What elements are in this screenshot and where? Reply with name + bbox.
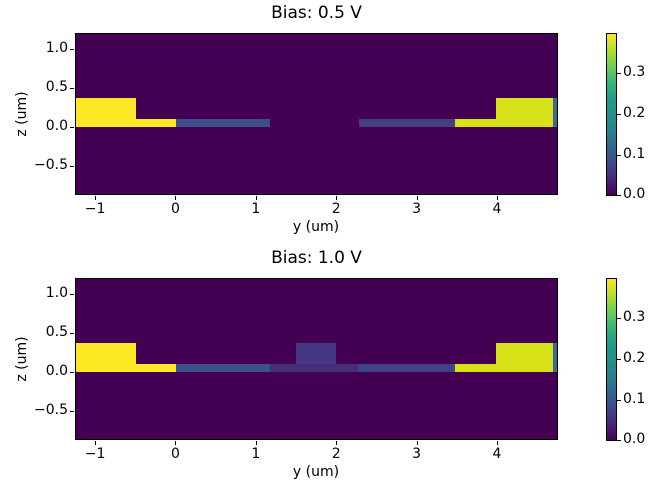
colorbar-tick-label: 0.1: [623, 391, 646, 408]
y-tick-mark: [70, 165, 74, 167]
x-tick-mark: [416, 196, 418, 200]
x-tick-label: 0: [170, 201, 180, 217]
y-tick-mark: [70, 48, 74, 50]
x-tick-mark: [496, 441, 498, 445]
y-tick-mark: [70, 332, 74, 334]
heatmap-region-left-contact-block: [76, 343, 137, 372]
heatmap-region-center-channel-strip: [270, 363, 360, 372]
heatmap-axes: [75, 33, 558, 195]
colorbar-tick-label: 0.2: [623, 105, 646, 122]
y-tick-label: 0.5: [45, 78, 68, 95]
colorbar-tick-mark: [617, 114, 621, 116]
x-tick-mark: [175, 196, 177, 200]
heatmap-region-right-contact-ledge: [454, 363, 497, 372]
colorbar-tick-label: 0.3: [623, 309, 646, 326]
y-tick-mark: [70, 87, 74, 89]
plot-title: Bias: 0.5 V: [271, 3, 362, 23]
colorbar-tick-label: 0.0: [623, 431, 646, 448]
y-tick-label: 0.0: [45, 362, 68, 379]
colorbar-tick-mark: [617, 195, 621, 196]
x-tick-mark: [336, 441, 338, 445]
y-tick-mark: [70, 293, 74, 295]
colorbar-tick-label: 0.2: [623, 350, 646, 367]
heatmap-axes: [75, 278, 558, 440]
y-tick-label: −0.5: [34, 401, 68, 418]
heatmap-region-right-contact-ledge: [454, 118, 497, 127]
heatmap-region-left-contact-ledge: [136, 363, 177, 372]
x-tick-label: −1: [84, 201, 106, 217]
x-tick-mark: [175, 441, 177, 445]
heatmap-region-right-channel-strip: [359, 363, 455, 372]
x-tick-mark: [496, 196, 498, 200]
x-tick-label: 0: [170, 446, 180, 462]
colorbar: [606, 278, 617, 441]
heatmap-region-right-channel-strip: [359, 118, 455, 127]
heatmap-region-right-contact-block: [496, 343, 553, 372]
colorbar-tick-mark: [617, 440, 621, 441]
colorbar-tick-label: 0.3: [623, 64, 646, 81]
plot-title: Bias: 1.0 V: [271, 248, 362, 268]
x-tick-label: 1: [251, 446, 261, 462]
heatmap-region-center-bump-block: [296, 343, 337, 364]
subplot-bias-1-0v: Bias: 1.0 V y (um) z (um) −1 0 1 2 3 4 1.0 0.5 0…: [0, 245, 656, 490]
x-tick-label: 3: [412, 201, 422, 217]
y-tick-label: 0.0: [45, 117, 68, 134]
x-tick-label: −1: [84, 446, 106, 462]
heatmap-region-right-edge-sliver: [552, 98, 557, 127]
colorbar-tick-mark: [617, 73, 621, 75]
heatmap-region-left-channel-strip: [176, 118, 271, 127]
x-tick-mark: [95, 196, 97, 200]
x-tick-label: 3: [412, 446, 422, 462]
heatmap-region-right-contact-block: [496, 98, 553, 127]
x-tick-mark: [416, 441, 418, 445]
y-tick-mark: [70, 371, 74, 373]
heatmap-region-left-channel-strip: [176, 363, 271, 372]
colorbar-tick-mark: [617, 318, 621, 320]
x-tick-label: 2: [331, 446, 341, 462]
colorbar-tick-label: 0.1: [623, 146, 646, 163]
x-tick-label: 1: [251, 201, 261, 217]
y-tick-mark: [70, 126, 74, 128]
colorbar-tick-mark: [617, 400, 621, 402]
x-tick-label: 2: [331, 201, 341, 217]
x-tick-mark: [255, 196, 257, 200]
y-tick-label: 1.0: [45, 39, 68, 56]
x-tick-mark: [255, 441, 257, 445]
heatmap-region-left-contact-block: [76, 98, 137, 127]
y-tick-label: 1.0: [45, 284, 68, 301]
colorbar-tick-mark: [617, 155, 621, 157]
x-tick-mark: [95, 441, 97, 445]
subplot-bias-0-5v: Bias: 0.5 V y (um) z (um) −1 0 1 2 3 4 1.0 0.5 0…: [14, 3, 646, 235]
y-tick-label: 0.5: [45, 323, 68, 340]
colorbar-tick-mark: [617, 359, 621, 361]
x-axis-label: y (um): [292, 219, 340, 235]
y-tick-label: −0.5: [34, 156, 68, 173]
heatmap-region-left-contact-ledge: [136, 118, 177, 127]
colorbar: [606, 33, 617, 196]
colorbar-tick-label: 0.0: [623, 186, 646, 203]
x-tick-label: 4: [492, 201, 502, 217]
x-axis-label: y (um): [292, 464, 340, 480]
y-tick-mark: [70, 410, 74, 412]
y-axis-label: z (um): [14, 91, 30, 137]
heatmap-region-right-edge-sliver: [552, 343, 557, 372]
x-tick-label: 4: [492, 446, 502, 462]
y-axis-label: z (um): [14, 336, 30, 382]
x-tick-mark: [336, 196, 338, 200]
